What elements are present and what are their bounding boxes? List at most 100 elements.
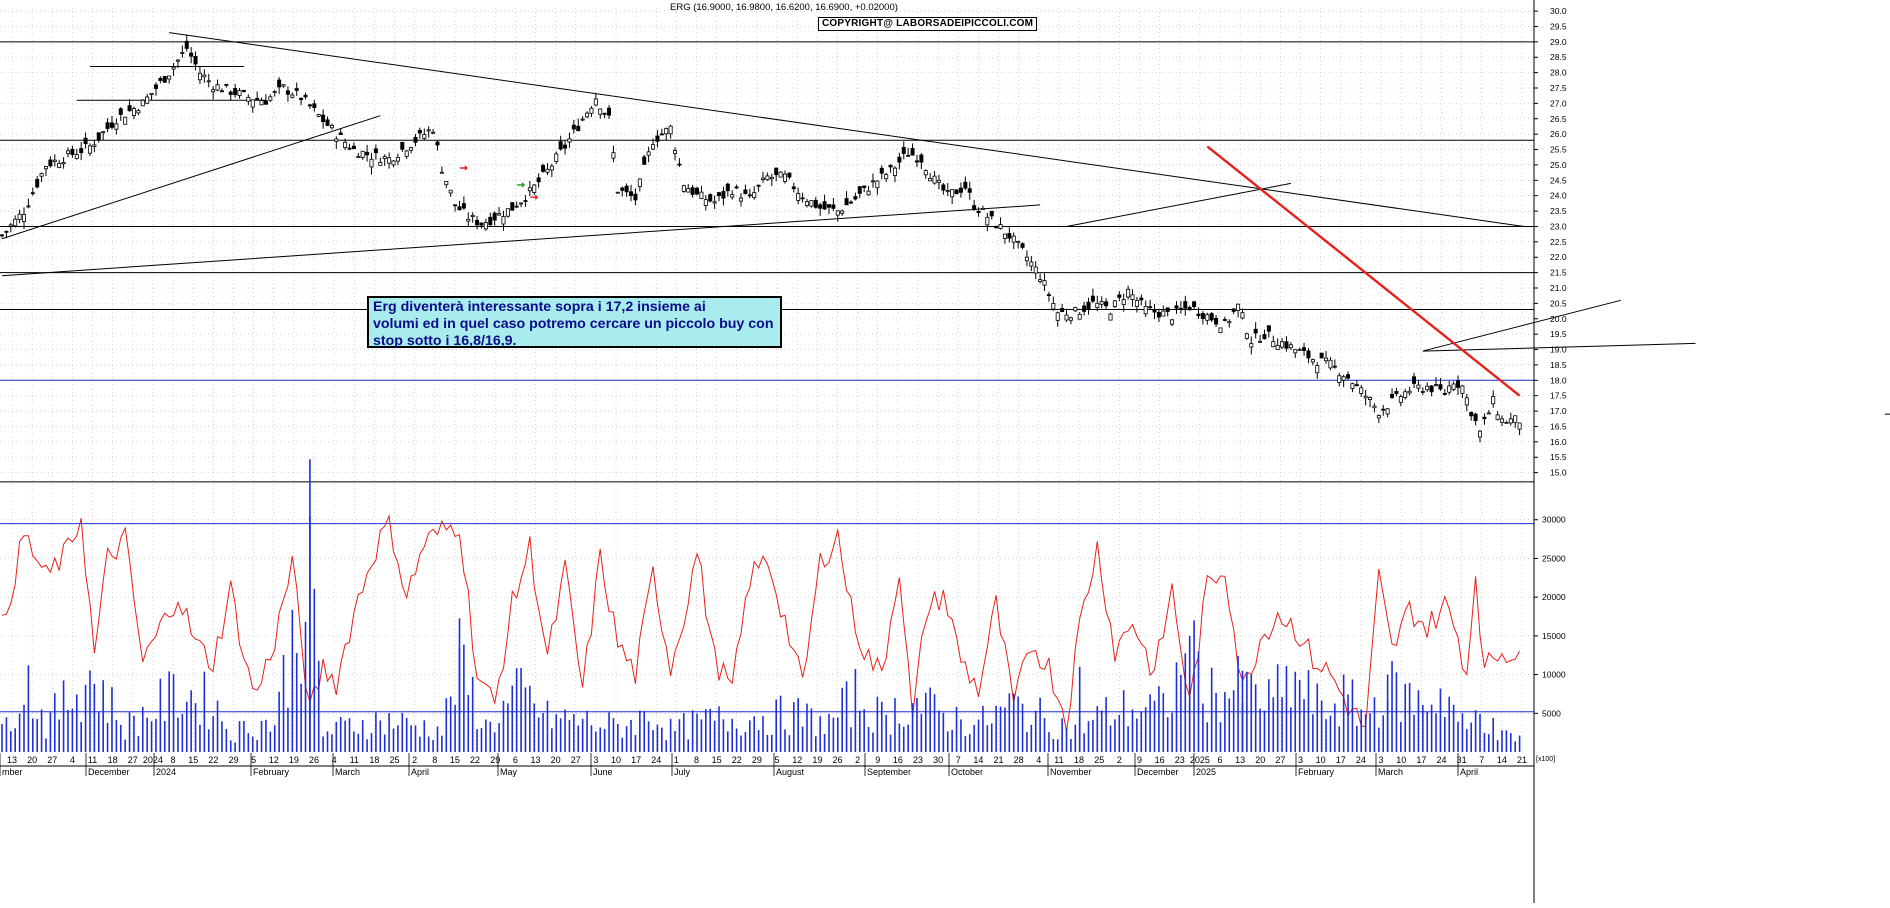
- date-tick-label: 10: [611, 755, 621, 765]
- price-bar-body: [1099, 301, 1104, 305]
- price-bar-body: [338, 132, 343, 136]
- price-tick-label: 28.0: [1550, 68, 1567, 78]
- price-bar-body: [831, 204, 836, 209]
- price-bar-body: [1108, 313, 1113, 321]
- price-tick-label: 20.5: [1550, 298, 1567, 308]
- price-bar-body: [602, 112, 607, 115]
- volume-scale-label: [x100]: [1536, 756, 1555, 763]
- price-bar-body: [1354, 384, 1359, 387]
- price-bar-body: [655, 135, 660, 142]
- price-bar-body: [35, 179, 40, 188]
- month-label: March: [335, 767, 360, 777]
- price-bar-body: [1376, 415, 1381, 419]
- price-bar-body: [312, 103, 317, 108]
- price-bar-body: [699, 191, 704, 199]
- date-tick-label: 7: [956, 755, 961, 765]
- oscillator-layer: [1, 513, 1521, 732]
- price-bar-body: [950, 189, 955, 198]
- axes-layer: 13 20 27 4 11 18 27 2024 8 15 22 29 5 12 19 26 4 11 18 25 2 8…: [0, 0, 1567, 903]
- price-bar-body: [1486, 412, 1491, 415]
- price-bar-body: [171, 66, 176, 70]
- price-bar-body: [131, 108, 136, 116]
- date-tick-label: 29: [490, 755, 500, 765]
- price-bar-body: [769, 176, 774, 180]
- price-bar-body: [620, 187, 625, 191]
- price-bar-body: [391, 160, 396, 166]
- month-label: May: [500, 767, 518, 777]
- price-bar-body: [497, 213, 502, 216]
- price-bar-body: [281, 84, 286, 87]
- price-bar-body: [782, 173, 787, 182]
- price-bar-body: [967, 188, 972, 193]
- price-bar-body: [985, 216, 990, 226]
- price-bar-body: [1266, 325, 1271, 332]
- date-tick-label: 12: [269, 755, 279, 765]
- price-bar-body: [439, 171, 444, 174]
- date-tick-label: 11: [350, 755, 359, 765]
- price-bar-body: [651, 144, 656, 150]
- price-tick-label: 23.5: [1550, 206, 1567, 216]
- price-bar-body: [734, 186, 739, 189]
- price-bar-body: [1073, 307, 1078, 312]
- price-bar-body: [466, 218, 471, 222]
- price-bar-body: [0, 234, 4, 237]
- price-bar-body: [294, 88, 299, 91]
- price-bar-body: [233, 88, 238, 96]
- price-bar-body: [1280, 341, 1285, 348]
- date-tick-label: 24: [1356, 755, 1366, 765]
- price-bar-body: [932, 175, 937, 184]
- price-bar-body: [153, 84, 158, 89]
- price-bar-body: [752, 192, 757, 198]
- price-bar-body: [1033, 266, 1038, 274]
- price-bar-body: [1284, 341, 1289, 349]
- price-tick-label: 21.0: [1550, 283, 1567, 293]
- price-bar-body: [527, 187, 532, 192]
- date-tick-label: 30: [933, 755, 943, 765]
- price-bar-body: [994, 225, 999, 229]
- price-bar-body: [1029, 261, 1034, 267]
- month-label: February: [1298, 767, 1335, 777]
- price-bar-body: [844, 198, 849, 206]
- price-bar-body: [884, 174, 889, 180]
- price-bar-body: [523, 200, 528, 202]
- price-bar-body: [888, 164, 893, 168]
- price-tick-label: 20.0: [1550, 314, 1567, 324]
- price-bar-body: [1425, 385, 1430, 391]
- date-tick-label: 16: [893, 755, 903, 765]
- date-tick-label: 3: [593, 755, 598, 765]
- price-bar-body: [791, 186, 796, 190]
- date-tick-label: 18: [1074, 755, 1084, 765]
- price-bar-body: [532, 184, 537, 193]
- price-bar-body: [61, 162, 66, 165]
- price-bar-body: [1346, 374, 1351, 379]
- price-bar-body: [1442, 393, 1447, 395]
- price-bar-body: [378, 162, 383, 166]
- price-bar-body: [285, 90, 290, 95]
- date-tick-label: 26: [309, 755, 319, 765]
- price-tick-label: 22.0: [1550, 252, 1567, 262]
- price-bar-body: [664, 128, 669, 135]
- price-bar-body: [1293, 349, 1298, 354]
- price-bar-body: [1359, 387, 1364, 394]
- price-bar-body: [461, 203, 466, 209]
- price-bar-body: [857, 186, 862, 194]
- price-bar-body: [1385, 408, 1390, 415]
- price-bar-body: [1086, 301, 1091, 310]
- price-bar-body: [4, 230, 9, 233]
- price-bar-body: [541, 164, 546, 172]
- price-bar-body: [431, 131, 436, 134]
- price-bar-body: [92, 144, 97, 147]
- signal-arrow: [530, 194, 539, 200]
- date-tick-label: 28: [1014, 755, 1024, 765]
- date-tick-label: 20: [27, 755, 37, 765]
- price-bar-body: [923, 170, 928, 176]
- price-bar-body: [290, 94, 295, 98]
- volume-layer: [1, 459, 1521, 752]
- horizontal-segment: [1422, 342, 1696, 352]
- date-tick-label: 17: [631, 755, 641, 765]
- price-tick-label: 19.5: [1550, 329, 1567, 339]
- price-bar-body: [369, 158, 374, 168]
- price-bar-body: [1500, 418, 1505, 423]
- price-bar-body: [404, 150, 409, 157]
- price-bar-body: [567, 138, 572, 143]
